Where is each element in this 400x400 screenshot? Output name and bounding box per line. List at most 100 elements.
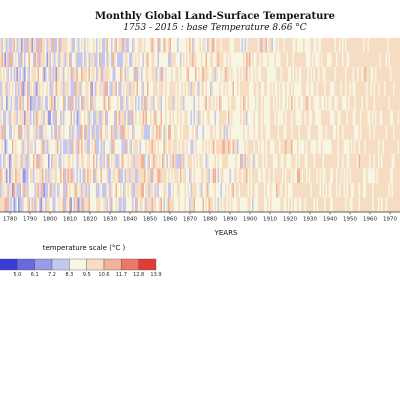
heatmap-cell: [277, 81, 280, 97]
heatmap-cell: [4, 67, 7, 82]
heatmap-cell: [333, 154, 335, 169]
heatmap-cell: [262, 125, 265, 140]
heatmap-cell: [147, 67, 149, 82]
heatmap-cell: [96, 110, 98, 126]
heatmap-cell: [333, 67, 335, 82]
heatmap-cell: [273, 96, 275, 111]
heatmap-cell: [99, 110, 101, 126]
heatmap-cell: [157, 110, 160, 126]
heatmap-cell: [237, 52, 239, 68]
heatmap-cell: [120, 197, 122, 213]
heatmap-cell: [237, 168, 239, 184]
heatmap-cell: [93, 139, 95, 155]
heatmap-cell: [129, 81, 131, 97]
heatmap-cell: [309, 183, 311, 198]
heatmap-cell: [142, 96, 145, 111]
heatmap-cell: [147, 38, 149, 53]
heatmap-cell: [349, 81, 352, 97]
heatmap-cell: [37, 52, 40, 68]
heatmap-cell: [181, 67, 184, 82]
heatmap-cell: [345, 183, 347, 198]
heatmap-cell: [153, 183, 155, 198]
heatmap-cell: [381, 197, 383, 213]
heatmap-cell: [181, 168, 184, 184]
heatmap-cell: [57, 38, 59, 53]
heatmap-cell: [148, 38, 151, 53]
heatmap-cell: [18, 81, 20, 97]
heatmap-cell: [195, 52, 197, 68]
heatmap-cell: [240, 154, 242, 169]
heatmap-cell: [108, 96, 110, 111]
heatmap-cell: [282, 81, 284, 97]
heatmap-cell: [19, 168, 22, 184]
heatmap-cell: [52, 110, 55, 126]
heatmap-cell: [0, 168, 2, 184]
heatmap-cell: [376, 154, 379, 169]
heatmap-cell: [148, 52, 151, 68]
heatmap-cell: [181, 110, 184, 126]
heatmap-cell: [33, 154, 35, 169]
heatmap-cell: [397, 154, 400, 169]
heatmap-cell: [270, 168, 272, 184]
heatmap-cell: [334, 154, 337, 169]
heatmap-cell: [330, 183, 332, 198]
heatmap-cell: [279, 96, 281, 111]
heatmap-cell: [109, 96, 112, 111]
heatmap-cell: [121, 168, 124, 184]
heatmap-cell: [75, 154, 77, 169]
heatmap-cell: [390, 96, 392, 111]
heatmap-cell: [195, 197, 197, 213]
heatmap-cell: [105, 197, 107, 213]
heatmap-cell: [352, 38, 355, 53]
heatmap-cell: [202, 154, 205, 169]
heatmap-cell: [183, 154, 185, 169]
heatmap-cell: [324, 52, 326, 68]
heatmap-cell: [273, 197, 275, 213]
heatmap-cell: [367, 67, 370, 82]
heatmap-cell: [135, 139, 137, 155]
heatmap-cell: [190, 52, 193, 68]
heatmap-cell: [88, 183, 91, 198]
heatmap-cell: [354, 183, 356, 198]
heatmap-cell: [46, 52, 49, 68]
heatmap-cell: [57, 168, 59, 184]
heatmap-cell: [40, 81, 43, 97]
heatmap-cell: [285, 154, 287, 169]
heatmap-cell: [82, 154, 85, 169]
heatmap-cell: [340, 52, 343, 68]
heatmap-cell: [117, 125, 119, 140]
heatmap-cell: [150, 197, 152, 213]
heatmap-cell: [124, 38, 127, 53]
heatmap-cell: [52, 197, 55, 213]
heatmap-cell: [37, 38, 40, 53]
heatmap-cell: [72, 52, 74, 68]
heatmap-cell: [261, 67, 263, 82]
heatmap-cell: [258, 154, 260, 169]
heatmap-cell: [42, 67, 44, 82]
heatmap-cell: [103, 154, 106, 169]
heatmap-cell: [27, 38, 29, 53]
heatmap-cell: [316, 197, 319, 213]
heatmap-cell: [331, 197, 334, 213]
heatmap-cell: [231, 38, 233, 53]
heatmap-cell: [180, 168, 182, 184]
heatmap-cell: [250, 154, 253, 169]
x-tick-label: 1940: [323, 217, 337, 223]
heatmap-cell: [364, 110, 367, 126]
heatmap-cell: [228, 139, 230, 155]
heatmap-cell: [73, 81, 76, 97]
heatmap-cell: [388, 125, 391, 140]
heatmap-cell: [244, 96, 247, 111]
heatmap-cell: [333, 96, 335, 111]
heatmap-cell: [298, 67, 301, 82]
heatmap-cell: [280, 125, 283, 140]
heatmap-cell: [355, 154, 358, 169]
heatmap-cell: [24, 168, 26, 184]
heatmap-cell: [199, 96, 202, 111]
heatmap-cell: [87, 67, 89, 82]
heatmap-cell: [180, 125, 182, 140]
heatmap-cell: [361, 96, 364, 111]
heatmap-cell: [394, 96, 397, 111]
heatmap-cell: [294, 183, 296, 198]
heatmap-cell: [298, 197, 301, 213]
